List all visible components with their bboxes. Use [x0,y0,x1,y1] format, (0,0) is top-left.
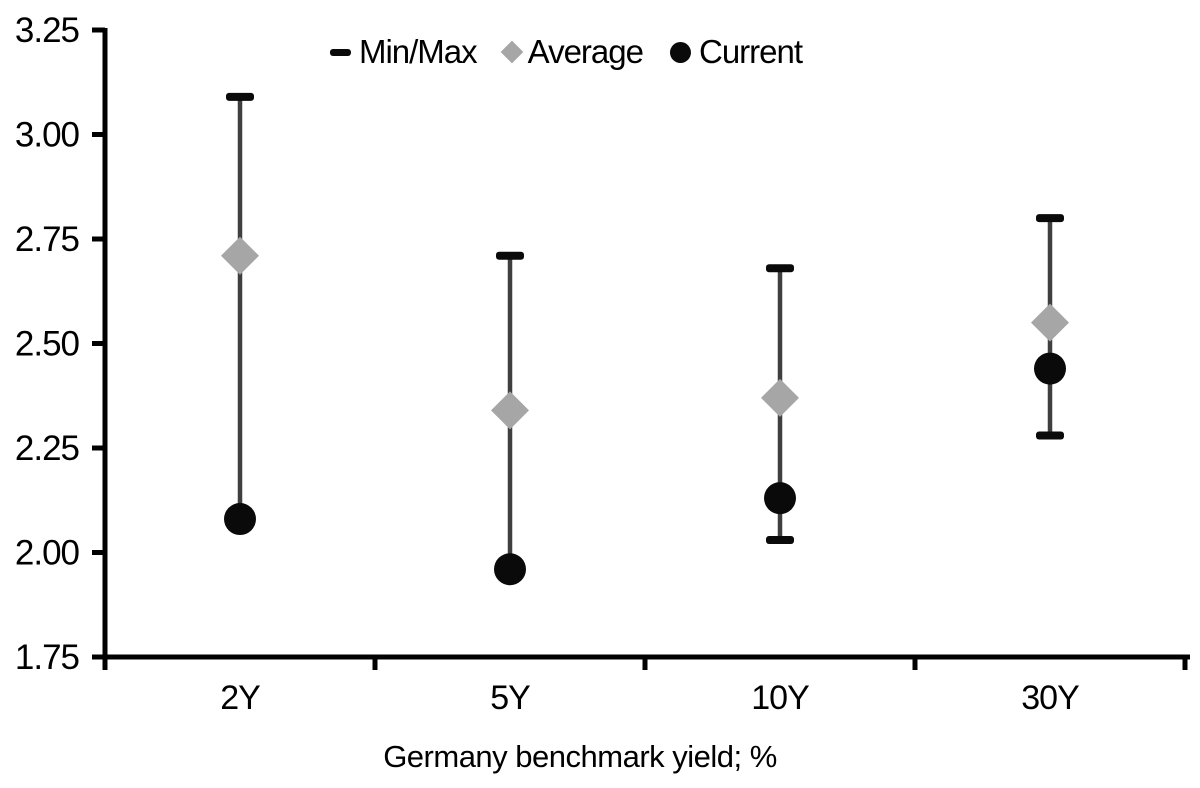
average-marker-30Y [1031,303,1069,342]
y-tick-label: 2.25 [15,429,79,468]
legend-item-average: Average [500,33,644,71]
max-cap-5Y [496,251,524,260]
current-marker-5Y [494,553,526,586]
current-marker-30Y [1034,352,1066,385]
legend-item-current: Current [669,33,803,71]
y-tick-label: 2.50 [15,325,80,364]
legend-label-average: Average [527,33,644,70]
y-tick-label: 3.00 [15,116,80,155]
x-axis-title: Germany benchmark yield; % [383,739,777,774]
x-tick-label: 30Y [1021,679,1079,717]
y-tick-label: 2.75 [15,220,79,259]
average-diamond-icon [500,40,523,64]
legend: Min/Max Average Current [329,33,803,71]
y-tick-label: 1.75 [15,638,79,677]
max-cap-10Y [766,264,794,273]
average-marker-10Y [761,378,799,417]
current-marker-10Y [764,482,796,515]
x-tick-label: 10Y [751,679,809,717]
legend-label-current: Current [698,33,803,70]
current-marker-2Y [224,503,256,536]
y-tick-label: 3.25 [15,11,79,50]
max-cap-30Y [1036,214,1064,223]
minmax-dash-icon [329,48,351,56]
min-cap-30Y [1036,431,1064,440]
average-marker-2Y [221,236,259,275]
x-tick-label: 2Y [220,679,260,717]
current-circle-icon [669,41,691,63]
max-cap-2Y [226,92,254,101]
average-marker-5Y [491,391,529,430]
min-cap-10Y [766,535,794,544]
y-tick-label: 2.00 [15,534,80,573]
legend-item-minmax: Min/Max [329,33,478,71]
legend-label-minmax: Min/Max [358,33,478,70]
x-tick-label: 5Y [490,679,530,717]
